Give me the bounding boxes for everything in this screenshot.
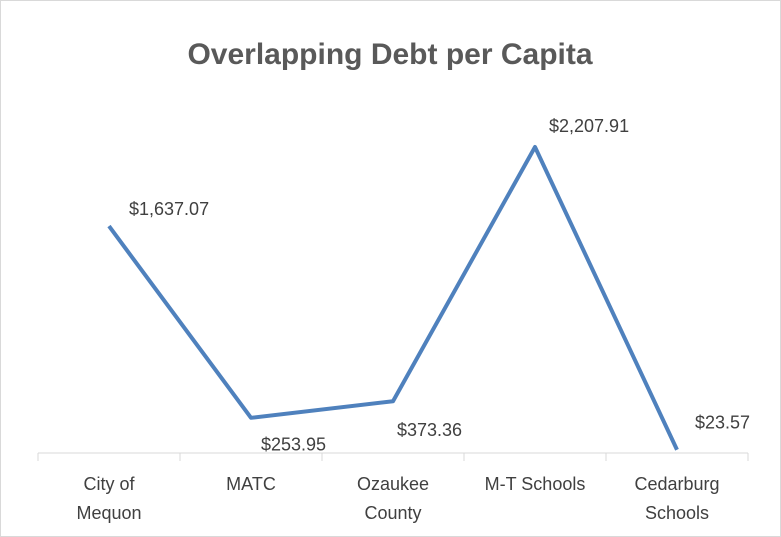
- data-label: $373.36: [397, 420, 462, 440]
- x-tick-label: City of Mequon: [76, 474, 142, 523]
- data-label: $253.95: [261, 435, 326, 455]
- line-series: [107, 145, 679, 451]
- x-tick-label: M-T Schools: [484, 474, 586, 494]
- data-label: $2,207.91: [549, 116, 629, 136]
- x-tick-label: MATC: [226, 474, 276, 494]
- data-label: $1,637.07: [129, 199, 209, 219]
- x-tick-label: Cedarburg Schools: [634, 474, 720, 523]
- chart-title: Overlapping Debt per Capita: [187, 38, 592, 71]
- x-tick-label: Ozaukee County: [356, 474, 430, 523]
- data-label: $23.57: [695, 412, 750, 432]
